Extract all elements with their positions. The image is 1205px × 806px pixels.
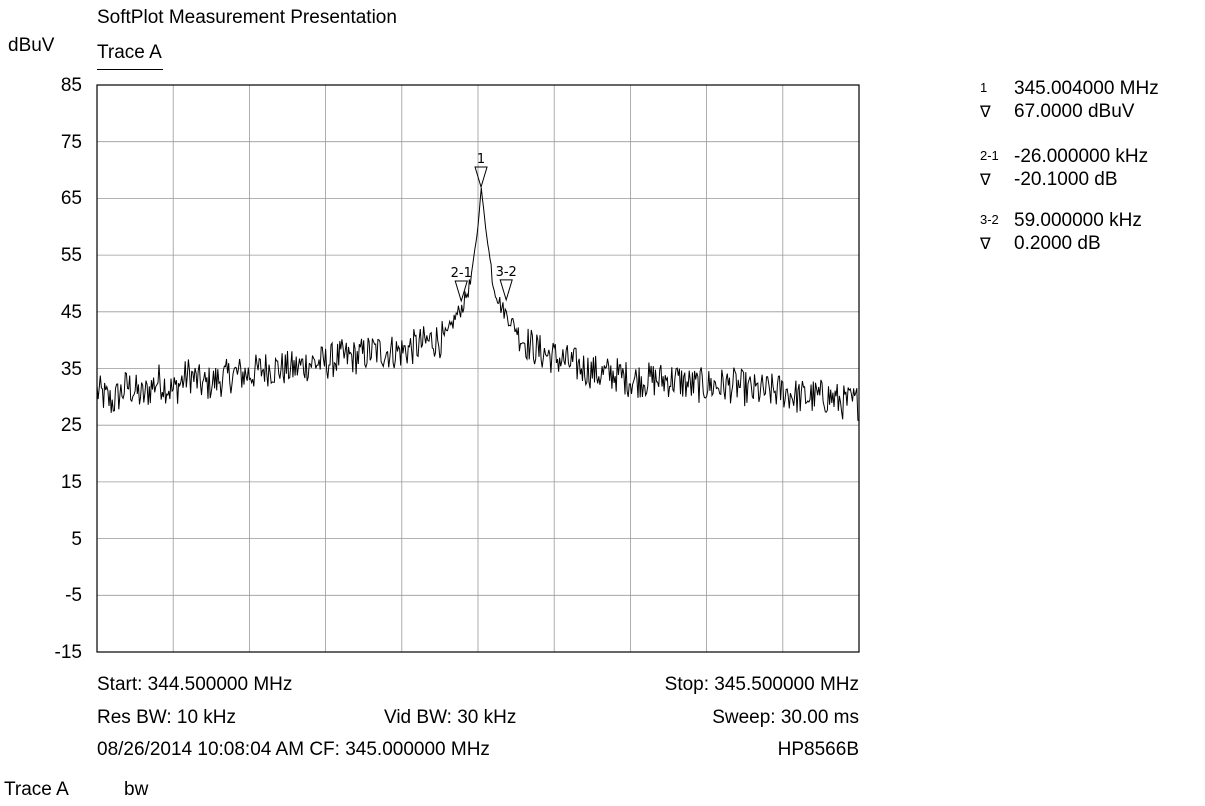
marker-triangle-icon: ∇ — [980, 236, 991, 253]
footer-trace-label: Trace A — [4, 779, 69, 800]
chart-title: SoftPlot Measurement Presentation — [97, 7, 397, 28]
y-tick-label: -15 — [54, 642, 82, 663]
marker-level: -20.1000 dB — [1014, 169, 1118, 190]
video-bandwidth: Vid BW: 30 kHz — [384, 707, 517, 728]
y-tick-label: -5 — [65, 585, 82, 607]
marker-triangle-icon — [499, 279, 513, 302]
y-tick-label: 65 — [60, 188, 82, 210]
marker-triangle-icon: ∇ — [980, 104, 991, 121]
timestamp-center-frequency: 08/26/2014 10:08:04 AM CF: 345.000000 MH… — [97, 739, 490, 760]
marker-layer: 1 2-1 3-2 — [451, 152, 517, 303]
marker-triangle-icon — [454, 280, 468, 303]
stop-frequency: Stop: 345.500000 MHz — [664, 674, 859, 695]
y-tick-label: 45 — [60, 301, 82, 323]
marker-2-level-row: ∇ -20.1000 dB — [980, 170, 1118, 189]
marker-1-freq-row: 1 345.004000 MHz — [980, 79, 1159, 98]
plot-grid — [97, 85, 859, 652]
start-frequency: Start: 344.500000 MHz — [97, 674, 293, 695]
marker-2-freq-row: 2-1 -26.000000 kHz — [980, 147, 1148, 166]
marker-id: 1 — [980, 80, 988, 95]
y-tick-label: 55 — [60, 245, 82, 267]
y-tick-label: 75 — [60, 131, 82, 153]
marker-level: 0.2000 dB — [1014, 233, 1101, 254]
marker-triangle-icon — [474, 166, 488, 189]
marker-freq: 345.004000 MHz — [1014, 78, 1159, 99]
marker-level: 67.0000 dBuV — [1014, 101, 1135, 122]
marker-3-level-row: ∇ 0.2000 dB — [980, 234, 1101, 253]
plot-frame — [96, 84, 860, 653]
trace-header: Trace A — [97, 42, 162, 63]
marker-1-level-row: ∇ 67.0000 dBuV — [980, 102, 1134, 121]
marker-3-freq-row: 3-2 59.000000 kHz — [980, 211, 1142, 230]
marker-id: 3-2 — [980, 212, 999, 227]
y-tick-label: 25 — [60, 415, 82, 437]
marker-id: 2-1 — [980, 148, 999, 163]
marker-label: 3-2 — [496, 265, 517, 280]
sweep-time: Sweep: 30.00 ms — [712, 707, 859, 728]
y-tick-label: 35 — [60, 358, 82, 380]
marker-freq: 59.000000 kHz — [1014, 210, 1142, 231]
trace-header-underline — [97, 69, 163, 70]
marker-freq: -26.000000 kHz — [1014, 146, 1149, 167]
y-tick-label: 5 — [71, 528, 82, 550]
y-unit-label: dBuV — [8, 35, 55, 56]
marker-triangle-icon: ∇ — [980, 172, 991, 189]
y-tick-label: 15 — [60, 471, 82, 493]
marker-label: 1 — [477, 152, 485, 167]
y-tick-label: 85 — [60, 75, 82, 96]
resolution-bandwidth: Res BW: 10 kHz — [97, 707, 237, 728]
marker-label: 2-1 — [451, 266, 472, 281]
footer-bw-label: bw — [124, 779, 149, 800]
instrument-model: HP8566B — [777, 739, 859, 760]
trace-a-line — [96, 187, 860, 422]
